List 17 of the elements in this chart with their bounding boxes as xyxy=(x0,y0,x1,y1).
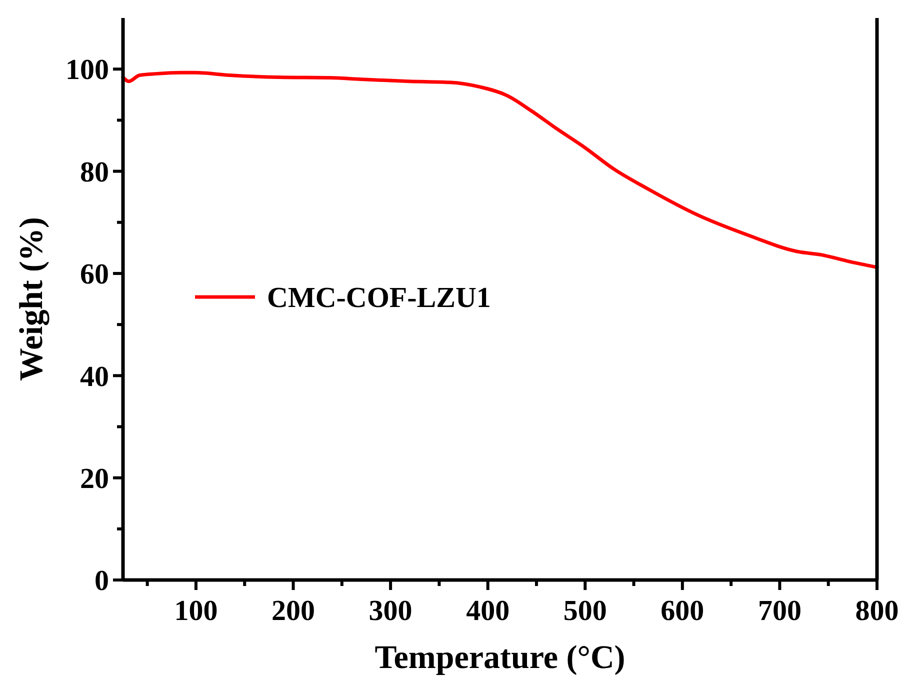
y-tick-label: 80 xyxy=(80,156,109,188)
y-tick-label: 60 xyxy=(80,258,109,291)
y-tick-label: 0 xyxy=(94,565,109,598)
y-tick-label: 40 xyxy=(80,360,109,393)
x-axis-title: Temperature (°C) xyxy=(374,640,626,676)
x-tick-label: 200 xyxy=(272,595,316,627)
x-tick-label: 100 xyxy=(174,595,218,627)
legend-label: CMC-COF-LZU1 xyxy=(267,282,491,314)
x-tick-label: 400 xyxy=(466,595,510,627)
x-tick-label: 300 xyxy=(368,595,412,627)
y-axis-title: Weight (%) xyxy=(14,216,50,382)
x-tick-label: 800 xyxy=(855,595,899,627)
x-tick-label: 700 xyxy=(758,595,802,627)
y-tick-label: 100 xyxy=(66,54,109,86)
x-tick-label: 600 xyxy=(660,595,704,627)
y-tick-label: 20 xyxy=(80,462,109,495)
x-tick-label: 500 xyxy=(563,595,607,627)
